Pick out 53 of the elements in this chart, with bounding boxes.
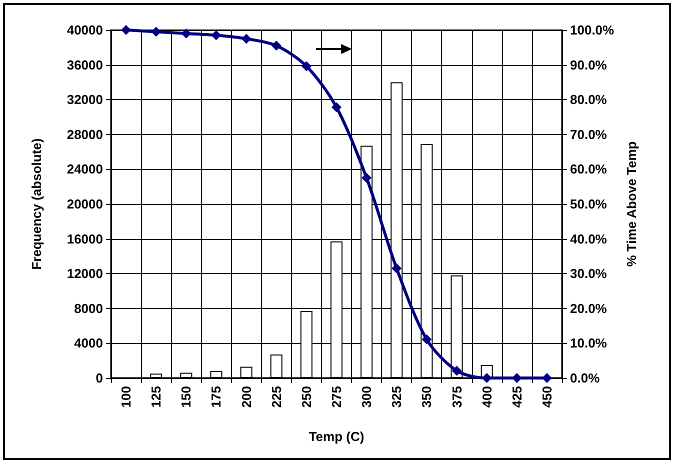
point <box>181 28 192 38</box>
y2-tick-label: 40.0% <box>570 231 608 246</box>
point <box>362 172 372 183</box>
y-axis-title: Frequency (absolute) <box>29 138 44 270</box>
x-tick-label: 450 <box>539 386 554 408</box>
y-tick-label: 28000 <box>66 126 103 142</box>
y-tick-label: 0 <box>96 370 103 386</box>
y2-tick-label: 80.0% <box>570 92 608 108</box>
y-tick-label: 16000 <box>66 231 103 246</box>
point <box>392 263 402 274</box>
x-tick-label: 375 <box>449 386 464 408</box>
x-tick-label: 200 <box>238 386 254 408</box>
point <box>301 61 312 72</box>
y2-tick-label: 100.0% <box>570 22 615 38</box>
y-tick-label: 8000 <box>74 300 103 316</box>
y-tick-label: 12000 <box>66 266 103 282</box>
y2-tick-label: 90.0% <box>570 57 608 72</box>
y-tick-label: 4000 <box>74 336 103 351</box>
x-tick-label: 175 <box>208 386 224 408</box>
y2-tick-label: 30.0% <box>570 266 608 282</box>
x-tick-label: 325 <box>389 386 404 408</box>
x-tick-label: 150 <box>178 386 194 408</box>
y2-tick-label: 70.0% <box>570 126 608 142</box>
point <box>241 34 252 44</box>
y2-tick-label: 50.0% <box>570 196 608 212</box>
y2-tick-label: 0.0% <box>570 370 600 386</box>
x-tick-label: 250 <box>298 386 314 408</box>
x-tick-label: 275 <box>329 386 344 408</box>
x-tick-label: 300 <box>359 386 374 408</box>
point <box>332 102 342 112</box>
x-tick-label: 350 <box>419 386 434 408</box>
y2-axis-title: % Time Above Temp <box>624 141 639 267</box>
x-tick-label: 100 <box>118 386 134 408</box>
y2-tick-label: 20.0% <box>570 300 608 316</box>
point <box>211 30 222 40</box>
y-tick-label: 24000 <box>66 162 103 177</box>
x-tick-label: 400 <box>479 386 494 408</box>
y-tick-label: 32000 <box>66 92 103 108</box>
point <box>422 334 432 344</box>
point <box>452 366 462 376</box>
y-tick-label: 36000 <box>66 57 103 72</box>
x-axis-title: Temp (C) <box>308 429 364 444</box>
point <box>151 26 162 37</box>
y-tick-label: 20000 <box>66 196 103 212</box>
x-tick-label: 225 <box>268 386 284 408</box>
y2-tick-label: 60.0% <box>570 162 608 177</box>
point <box>271 40 282 51</box>
x-tick-label: 125 <box>148 386 164 408</box>
y2-tick-label: 10.0% <box>570 336 608 351</box>
y-tick-label: 40000 <box>66 22 103 38</box>
x-tick-label: 425 <box>509 386 524 408</box>
point <box>121 25 132 35</box>
point <box>482 373 492 383</box>
